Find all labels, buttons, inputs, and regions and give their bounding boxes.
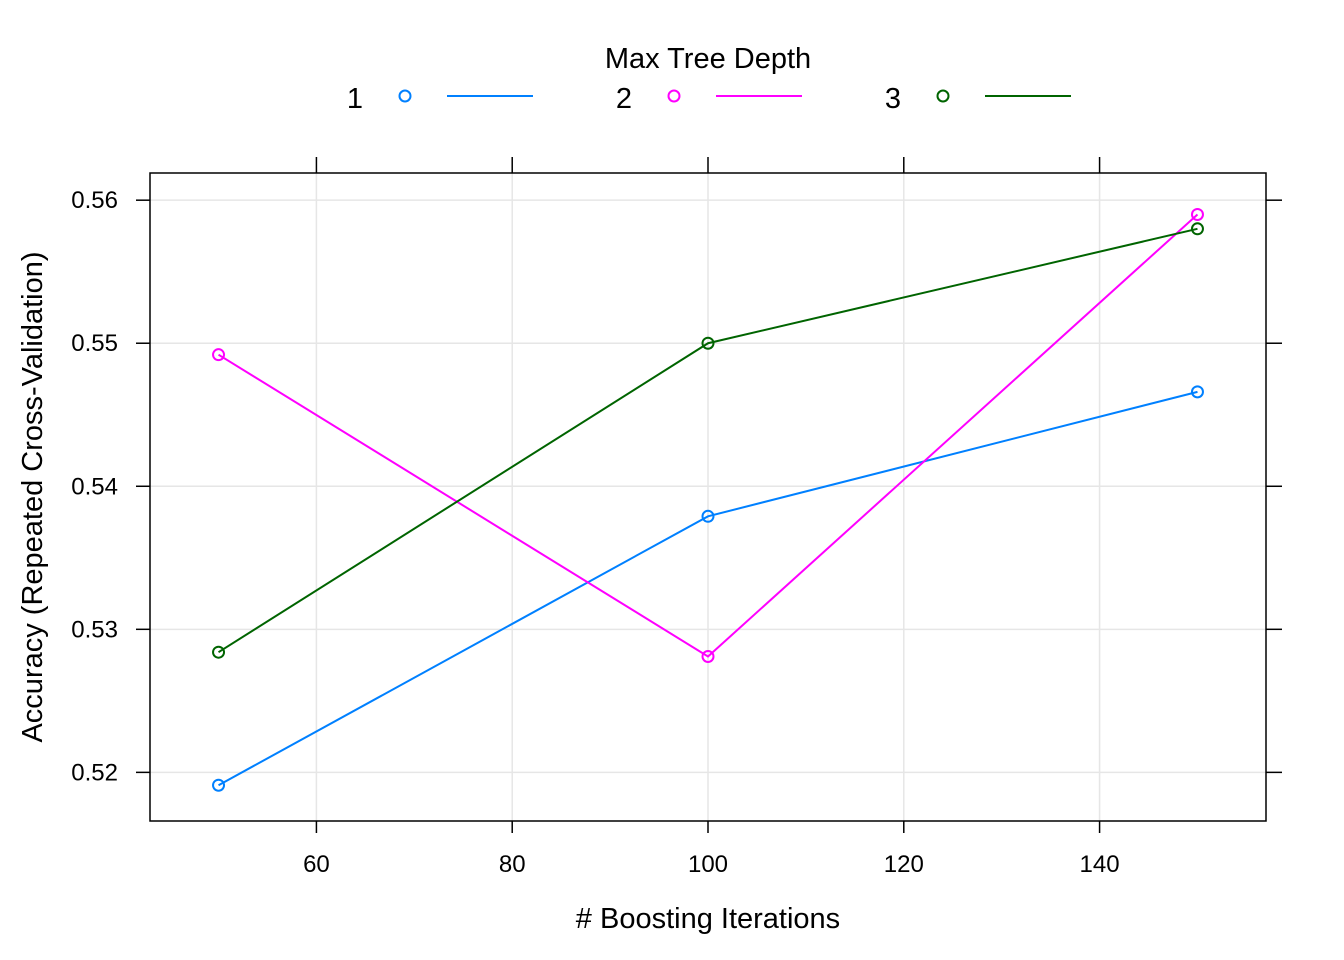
legend-marker [667, 89, 681, 103]
legend-marker [398, 89, 412, 103]
legend-marker [936, 89, 950, 103]
data-point [701, 649, 715, 663]
x-tick-label: 100 [688, 851, 728, 878]
x-tick-label: 80 [499, 851, 526, 878]
series-2 [212, 207, 1204, 663]
data-point [1190, 207, 1204, 221]
x-tick-label: 140 [1080, 851, 1120, 878]
data-point [212, 348, 226, 362]
x-axis-label: # Boosting Iterations [576, 903, 840, 935]
y-axis-label: Accuracy (Repeated Cross-Validation) [17, 251, 49, 742]
grid [150, 173, 1266, 821]
series-line [218, 213, 1199, 658]
data-point [1190, 222, 1204, 236]
y-tick-label: 0.55 [71, 330, 118, 357]
series-line [218, 390, 1198, 787]
series [212, 207, 1204, 792]
x-tick-label: 60 [303, 851, 330, 878]
data-point [212, 778, 226, 792]
y-tick-label: 0.56 [71, 187, 118, 214]
legend-label: 1 [347, 83, 363, 115]
series-3 [212, 222, 1204, 659]
legend: Max Tree Depth 1 2 3 [347, 43, 1071, 115]
legend-title: Max Tree Depth [605, 43, 811, 75]
data-point [212, 645, 226, 659]
y-tick-label: 0.53 [71, 616, 118, 643]
y-tick-label: 0.54 [71, 473, 118, 500]
y-tick-label: 0.52 [71, 759, 118, 786]
data-point [1190, 385, 1204, 399]
legend-label: 2 [616, 83, 632, 115]
data-point [701, 336, 715, 350]
legend-label: 3 [885, 83, 901, 115]
series-line [217, 227, 1198, 654]
data-point [701, 509, 715, 523]
axis-ticks: 60 80 100 120 140 0.52 0.53 0.54 0.55 0.56 [71, 157, 1282, 878]
series-1 [212, 385, 1204, 792]
x-tick-label: 120 [884, 851, 924, 878]
